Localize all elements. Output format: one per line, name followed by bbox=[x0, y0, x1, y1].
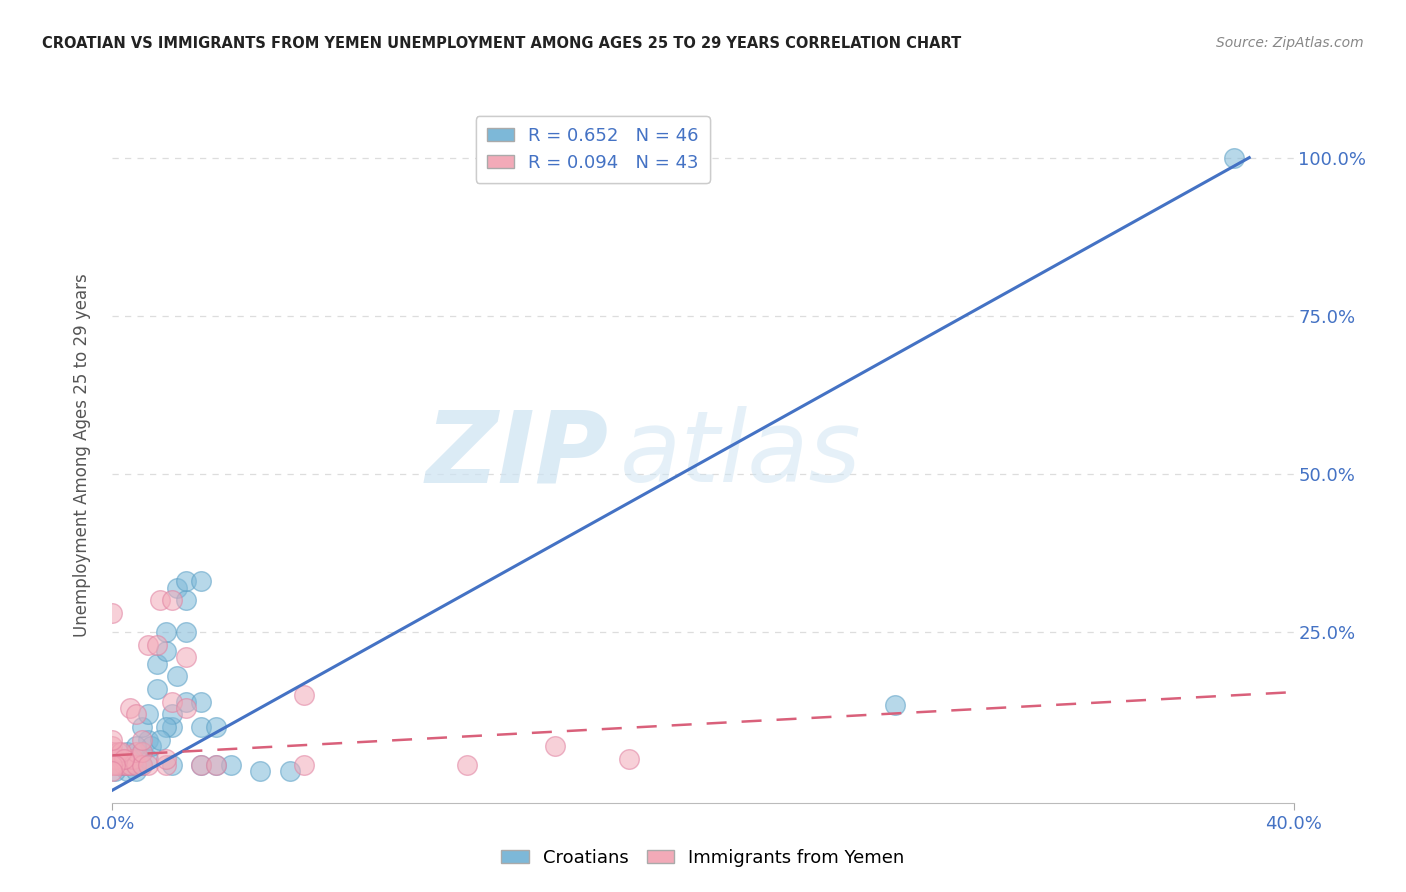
Point bbox=[101, 739, 124, 753]
Point bbox=[146, 657, 169, 671]
Point bbox=[146, 638, 169, 652]
Point bbox=[131, 757, 153, 772]
Text: CROATIAN VS IMMIGRANTS FROM YEMEN UNEMPLOYMENT AMONG AGES 25 TO 29 YEARS CORRELA: CROATIAN VS IMMIGRANTS FROM YEMEN UNEMPL… bbox=[42, 36, 962, 51]
Point bbox=[131, 745, 153, 759]
Point bbox=[107, 757, 129, 772]
Point bbox=[131, 745, 153, 759]
Point bbox=[107, 757, 129, 772]
Point bbox=[166, 581, 188, 595]
Point bbox=[160, 593, 183, 607]
Point bbox=[190, 695, 212, 709]
Point bbox=[155, 720, 177, 734]
Point bbox=[160, 757, 183, 772]
Point bbox=[120, 701, 142, 715]
Point bbox=[292, 757, 315, 772]
Point bbox=[174, 650, 197, 665]
Point bbox=[160, 720, 183, 734]
Point bbox=[122, 751, 145, 765]
Point bbox=[101, 732, 124, 747]
Point bbox=[205, 720, 228, 734]
Point bbox=[292, 688, 315, 702]
Point bbox=[619, 751, 641, 765]
Point bbox=[104, 757, 127, 772]
Point bbox=[120, 751, 142, 765]
Point bbox=[136, 751, 159, 765]
Point bbox=[149, 593, 172, 607]
Point bbox=[125, 707, 148, 722]
Point bbox=[190, 720, 212, 734]
Point bbox=[117, 757, 138, 772]
Point bbox=[136, 732, 159, 747]
Point bbox=[1223, 151, 1246, 165]
Point bbox=[110, 751, 132, 765]
Point bbox=[107, 745, 129, 759]
Point bbox=[174, 695, 197, 709]
Point bbox=[101, 751, 124, 765]
Point bbox=[131, 732, 153, 747]
Point bbox=[544, 739, 567, 753]
Point bbox=[117, 745, 138, 759]
Legend: Croatians, Immigrants from Yemen: Croatians, Immigrants from Yemen bbox=[495, 842, 911, 874]
Text: ZIP: ZIP bbox=[426, 407, 609, 503]
Point bbox=[107, 757, 129, 772]
Point bbox=[278, 764, 301, 779]
Point bbox=[160, 695, 183, 709]
Point bbox=[456, 757, 478, 772]
Point bbox=[160, 707, 183, 722]
Point bbox=[112, 757, 135, 772]
Point bbox=[190, 757, 212, 772]
Point bbox=[117, 764, 138, 779]
Point bbox=[110, 745, 132, 759]
Point bbox=[136, 757, 159, 772]
Point bbox=[136, 638, 159, 652]
Point bbox=[155, 757, 177, 772]
Y-axis label: Unemployment Among Ages 25 to 29 years: Unemployment Among Ages 25 to 29 years bbox=[73, 273, 91, 637]
Point bbox=[190, 757, 212, 772]
Point bbox=[112, 757, 135, 772]
Point bbox=[190, 574, 212, 589]
Point bbox=[101, 745, 124, 759]
Point bbox=[125, 764, 148, 779]
Point bbox=[110, 751, 132, 765]
Point bbox=[166, 669, 188, 683]
Point bbox=[155, 751, 177, 765]
Point bbox=[155, 625, 177, 640]
Point bbox=[131, 757, 153, 772]
Text: Source: ZipAtlas.com: Source: ZipAtlas.com bbox=[1216, 36, 1364, 50]
Point bbox=[174, 701, 197, 715]
Point bbox=[101, 757, 124, 772]
Point bbox=[120, 757, 142, 772]
Point bbox=[125, 757, 148, 772]
Point bbox=[219, 757, 242, 772]
Point bbox=[104, 764, 127, 779]
Point bbox=[884, 698, 907, 712]
Point bbox=[136, 707, 159, 722]
Point bbox=[110, 757, 132, 772]
Point bbox=[125, 739, 148, 753]
Point bbox=[101, 764, 124, 779]
Point bbox=[104, 751, 127, 765]
Legend: R = 0.652   N = 46, R = 0.094   N = 43: R = 0.652 N = 46, R = 0.094 N = 43 bbox=[475, 116, 710, 183]
Point bbox=[131, 720, 153, 734]
Point bbox=[149, 732, 172, 747]
Text: atlas: atlas bbox=[620, 407, 862, 503]
Point bbox=[139, 739, 162, 753]
Point bbox=[101, 606, 124, 620]
Point bbox=[125, 745, 148, 759]
Point bbox=[205, 757, 228, 772]
Point bbox=[205, 757, 228, 772]
Point bbox=[174, 593, 197, 607]
Point bbox=[174, 574, 197, 589]
Point bbox=[117, 751, 138, 765]
Point bbox=[249, 764, 271, 779]
Point bbox=[155, 644, 177, 658]
Point bbox=[112, 751, 135, 765]
Point bbox=[146, 681, 169, 696]
Point bbox=[117, 757, 138, 772]
Point bbox=[174, 625, 197, 640]
Point bbox=[122, 757, 145, 772]
